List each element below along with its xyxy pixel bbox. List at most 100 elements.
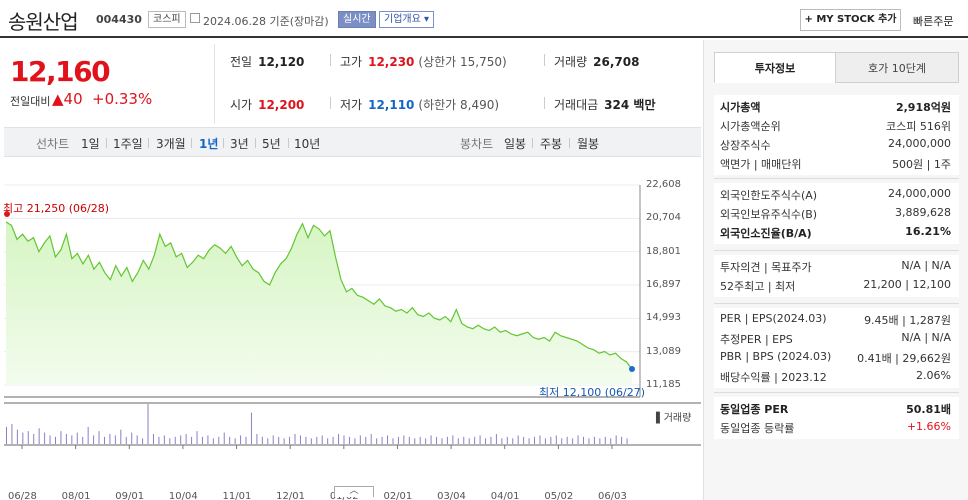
info-row: 외국인소진율(B/A) 16.21% <box>714 223 959 242</box>
change-label: 전일대비 <box>10 95 51 108</box>
volume-bar <box>441 438 443 444</box>
collapse-handle[interactable]: ︿ <box>334 486 374 497</box>
info-row-value: N/A | N/A <box>901 331 951 344</box>
volume-bar <box>463 436 465 444</box>
volume-bar <box>82 436 84 444</box>
period-1y[interactable]: 1년 <box>199 137 219 151</box>
volume-bar <box>240 435 242 444</box>
x-tick-label: 10/04 <box>168 491 198 500</box>
volume-bar <box>343 435 345 444</box>
trade-value-label: 거래대금 <box>554 98 599 112</box>
volume-bar <box>180 435 182 444</box>
volume-bar <box>528 438 530 444</box>
info-row-value: 24,000,000 <box>888 137 951 150</box>
tab-investment-info[interactable]: 투자정보 <box>714 52 836 83</box>
market-badge: 코스피 <box>148 11 186 28</box>
period-1d[interactable]: 1일 <box>81 137 100 151</box>
quick-order-button[interactable]: 빠른주문 <box>913 15 954 28</box>
low-annotation: 최저 12,100 (06/27) <box>539 386 646 399</box>
realtime-button[interactable]: 실시간 <box>338 11 376 28</box>
volume-bar <box>348 436 350 444</box>
info-row-value: +1.66% <box>906 420 951 433</box>
info-row: 투자의견 | 목표주가 N/A | N/A <box>714 257 959 276</box>
x-tick-label: 05/02 <box>544 491 574 500</box>
info-row-value: 0.41배 | 29,662원 <box>857 352 951 365</box>
volume-bar <box>381 436 383 444</box>
period-5y[interactable]: 5년 <box>262 137 281 151</box>
volume-bar <box>321 435 323 444</box>
volume-bar <box>523 436 525 444</box>
volume-bar <box>550 436 552 444</box>
info-row: 배당수익률 | 2023.12 2.06% <box>714 367 959 386</box>
x-tick-label: 04/01 <box>490 491 520 500</box>
open-label: 시가 <box>230 98 253 112</box>
volume-bar <box>212 438 214 444</box>
volume-bar <box>278 436 280 444</box>
volume-bar <box>490 436 492 444</box>
volume-bar <box>267 438 269 444</box>
volume-bar <box>109 434 111 444</box>
info-row-label: 외국인보유주식수(B) <box>720 208 818 221</box>
y-tick-label: 13,089 <box>646 345 681 357</box>
candle-weekly[interactable]: 주봉 <box>540 137 563 151</box>
volume-bar <box>626 438 628 444</box>
trade-value: 거래대금 324 백만 <box>554 96 655 113</box>
volume-bar <box>16 429 18 444</box>
volume-bar <box>430 435 432 444</box>
info-table-4: PER | EPS(2024.03) 9.45배 | 1,287원 추정PER | … <box>714 308 959 388</box>
volume-bar <box>261 436 263 444</box>
info-row: 액면가 | 매매단위 500원 | 1주 <box>714 154 959 173</box>
volume-bar <box>44 432 46 444</box>
volume-bar <box>125 436 127 444</box>
volume-bar <box>294 434 296 444</box>
period-3m[interactable]: 3개월 <box>156 137 186 151</box>
divider <box>214 44 215 124</box>
info-row: 시가총액순위 코스피 516위 <box>714 116 959 135</box>
candle-monthly[interactable]: 월봉 <box>577 137 600 151</box>
trade-value-value: 324 백만 <box>604 98 656 112</box>
prev-close-label: 전일 <box>230 55 253 69</box>
volume-bar <box>169 438 171 444</box>
company-overview-dropdown[interactable]: 기업개요 ▾ <box>379 11 434 28</box>
period-1w[interactable]: 1주일 <box>113 137 143 151</box>
volume-bar <box>38 428 40 444</box>
y-tick-label: 11,185 <box>646 379 681 390</box>
volume-bar <box>223 432 225 444</box>
high-value: 12,230 <box>368 55 415 69</box>
volume-bar <box>131 432 133 444</box>
volume-bar <box>419 436 421 444</box>
period-3y[interactable]: 3년 <box>230 137 249 151</box>
divider <box>330 54 331 66</box>
divider <box>330 97 331 109</box>
high-marker <box>4 211 10 217</box>
low-price: 저가 12,110 (하한가 8,490) <box>340 96 499 113</box>
candle-daily[interactable]: 일봉 <box>504 137 527 151</box>
y-tick-label: 22,608 <box>646 179 681 190</box>
volume-bar <box>234 438 236 444</box>
volume-bar <box>103 436 105 444</box>
info-row-label: 액면가 | 매매단위 <box>720 158 802 171</box>
volume-bar <box>98 431 100 444</box>
period-10y[interactable]: 10년 <box>294 137 321 151</box>
volume-bar <box>191 436 193 444</box>
price-chart[interactable]: 최고 21,250 (06/28) 최저 12,100 (06/27) ▌거래량… <box>3 179 701 500</box>
volume-bar <box>392 438 394 444</box>
lower-limit: (하한가 8,490) <box>418 98 500 112</box>
volume-bar <box>397 436 399 444</box>
info-row-value: 50.81배 <box>906 403 951 416</box>
base-date: 2024.06.28 기준(장마감) <box>203 15 329 28</box>
volume-bar <box>572 438 574 444</box>
volume-bar <box>408 436 410 444</box>
tab-order-book[interactable]: 호가 10단계 <box>835 52 959 83</box>
upper-limit: (상한가 15,750) <box>418 55 507 69</box>
info-row-label: 시가총액순위 <box>720 120 781 133</box>
my-stock-add-button[interactable]: + MY STOCK 추가 <box>800 9 901 31</box>
y-tick-label: 14,993 <box>646 312 681 324</box>
high-price: 고가 12,230 (상한가 15,750) <box>340 53 507 70</box>
volume-bar <box>49 435 51 444</box>
line-chart-label: 선차트 <box>36 137 70 151</box>
volume-bar <box>610 438 612 444</box>
divider <box>714 178 959 179</box>
volume-bar <box>60 431 62 444</box>
low-label: 저가 <box>340 98 363 112</box>
